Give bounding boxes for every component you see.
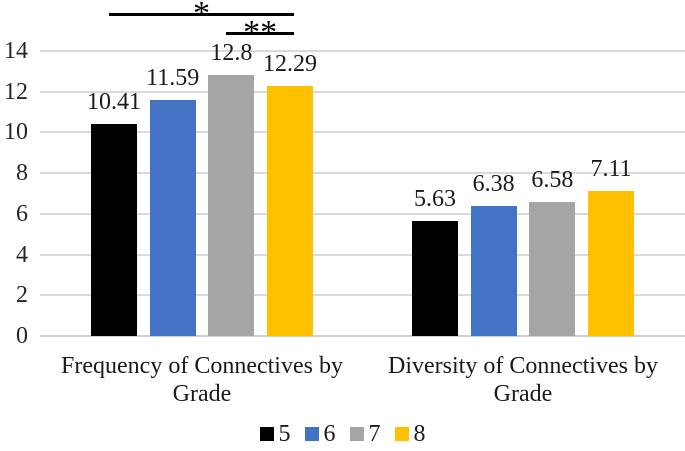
bar-category1-grade-7	[208, 75, 255, 336]
bar-category1-grade-6	[149, 100, 196, 336]
y-axis-label-6: 6	[16, 200, 28, 227]
category-label-1: Frequency of Connectives by Grade	[61, 353, 343, 407]
gridline-y6	[40, 212, 685, 215]
gridline-y10	[40, 131, 685, 134]
significance-bracket-line-2	[226, 32, 294, 35]
bar-value-label-category1-grade-5: 10.41	[87, 89, 141, 116]
legend-item-grade-5: 5	[259, 421, 291, 447]
category-label-2: Diversity of Connectives by Grade	[388, 353, 658, 407]
gridline-y0	[40, 335, 685, 337]
y-axis-label-14: 14	[4, 38, 28, 64]
legend-label-grade-8: 8	[413, 421, 426, 447]
bar-category2-grade-7	[529, 202, 576, 336]
significance-bracket-line-1	[109, 13, 294, 16]
bar-value-label-category1-grade-6: 11.59	[146, 65, 200, 92]
bar-value-label-category1-grade-8: 12.29	[263, 50, 317, 77]
bar-category1-grade-5	[91, 124, 137, 336]
bar-value-label-category2-grade-8: 7.11	[590, 156, 632, 183]
y-axis-label-8: 8	[16, 160, 28, 187]
y-axis-label-2: 2	[16, 282, 28, 309]
legend-swatch-icon-grade-8	[394, 427, 409, 441]
legend-item-grade-7: 7	[349, 421, 381, 447]
legend-item-grade-6: 6	[304, 421, 336, 447]
bar-value-label-category2-grade-6: 6.38	[472, 171, 515, 198]
gridline-y8	[40, 172, 685, 175]
gridline-y2	[40, 294, 685, 297]
gridline-y12	[40, 90, 685, 93]
legend-label-grade-5: 5	[278, 421, 291, 447]
significance-asterisk-2: **	[243, 14, 278, 51]
bar-value-label-category2-grade-7: 6.58	[531, 167, 574, 194]
legend-label-grade-7: 7	[368, 421, 381, 447]
legend-item-grade-8: 8	[394, 421, 426, 447]
legend: 5 6 7 8	[0, 421, 685, 447]
bar-category2-grade-5	[412, 221, 458, 336]
legend-swatch-icon-grade-7	[349, 427, 364, 441]
gridline-y14	[40, 50, 685, 52]
bar-value-label-category2-grade-5: 5.63	[414, 186, 456, 213]
bar-category2-grade-6	[470, 206, 517, 336]
legend-label-grade-6: 6	[323, 421, 336, 447]
significance-asterisk-1: *	[193, 0, 210, 32]
bar-value-label-category1-grade-7: 12.8	[210, 40, 253, 67]
gridline-y4	[40, 253, 685, 256]
y-axis-label-0: 0	[16, 323, 28, 349]
legend-swatch-icon-grade-5	[259, 427, 274, 441]
y-axis-label-4: 4	[16, 241, 28, 268]
y-axis-label-12: 12	[4, 78, 28, 105]
legend-swatch-icon-grade-6	[304, 427, 319, 441]
bar-category1-grade-8	[267, 85, 313, 336]
y-axis-label-10: 10	[4, 119, 28, 146]
bar-category2-grade-8	[588, 191, 634, 336]
